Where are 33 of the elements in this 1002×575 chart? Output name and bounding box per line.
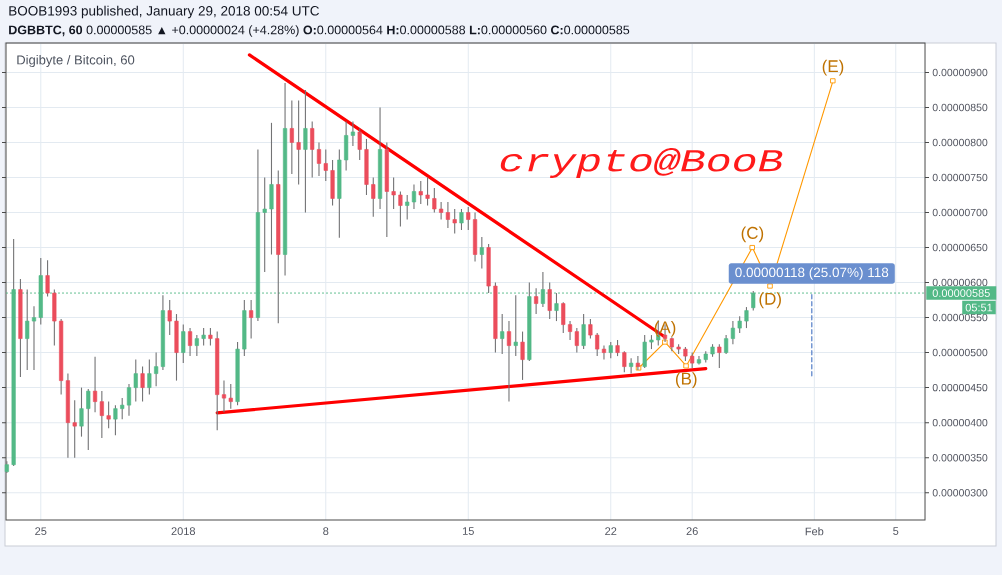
text: BOOB1993 published, January 29, 2018 00:54 UTC: [9, 5, 319, 19]
x-tick-label: 26: [686, 527, 698, 536]
x-tick-label: 5: [893, 527, 899, 535]
x-tick-label: 8: [323, 527, 329, 536]
y-tick-label: 0.00000550: [932, 313, 988, 322]
y-tick-label: 0.00000300: [932, 488, 988, 497]
text: 05:51: [965, 303, 993, 312]
x-tick-label: 2018: [171, 527, 196, 536]
y-tick-label: 0.00000450: [932, 383, 988, 392]
x-tick-label: Feb: [805, 527, 824, 536]
annotation: 0.00000118 (25.07%) 118: [735, 267, 889, 280]
ref-line-label: 0.00000585: [932, 289, 990, 297]
y-tick-label: 0.00000850: [932, 103, 988, 112]
annotation: (E): [822, 59, 844, 76]
y-tick-label: 0.00000400: [932, 418, 988, 427]
y-tick-label: 0.00000600: [932, 278, 988, 287]
annotation: (B): [675, 372, 697, 388]
y-tick-label: 0.00000650: [932, 243, 988, 252]
text: Digibyte / Bitcoin, 60: [17, 54, 135, 68]
text: DGBBTC, 60 0.00000585 ▲ +0.00000024 (+4.28%) O:0.00000564 H:0.00000588 L:0.00000560 C:0.00000585: [9, 25, 630, 37]
y-tick-label: 0.00000900: [932, 68, 988, 77]
y-tick-label: 0.00000800: [932, 138, 988, 147]
annotation: (D): [759, 292, 781, 309]
annotation: (A): [654, 320, 676, 337]
y-tick-label: 0.00000700: [932, 208, 988, 217]
x-tick-label: 15: [462, 527, 474, 535]
annotation: (C): [741, 226, 764, 243]
annotation: crypto@BooB: [500, 148, 783, 178]
x-tick-label: 25: [35, 527, 47, 536]
y-tick-label: 0.00000750: [932, 173, 988, 182]
y-tick-label: 0.00000500: [932, 348, 988, 357]
y-tick-label: 0.00000350: [932, 453, 988, 462]
x-tick-label: 22: [605, 527, 617, 535]
